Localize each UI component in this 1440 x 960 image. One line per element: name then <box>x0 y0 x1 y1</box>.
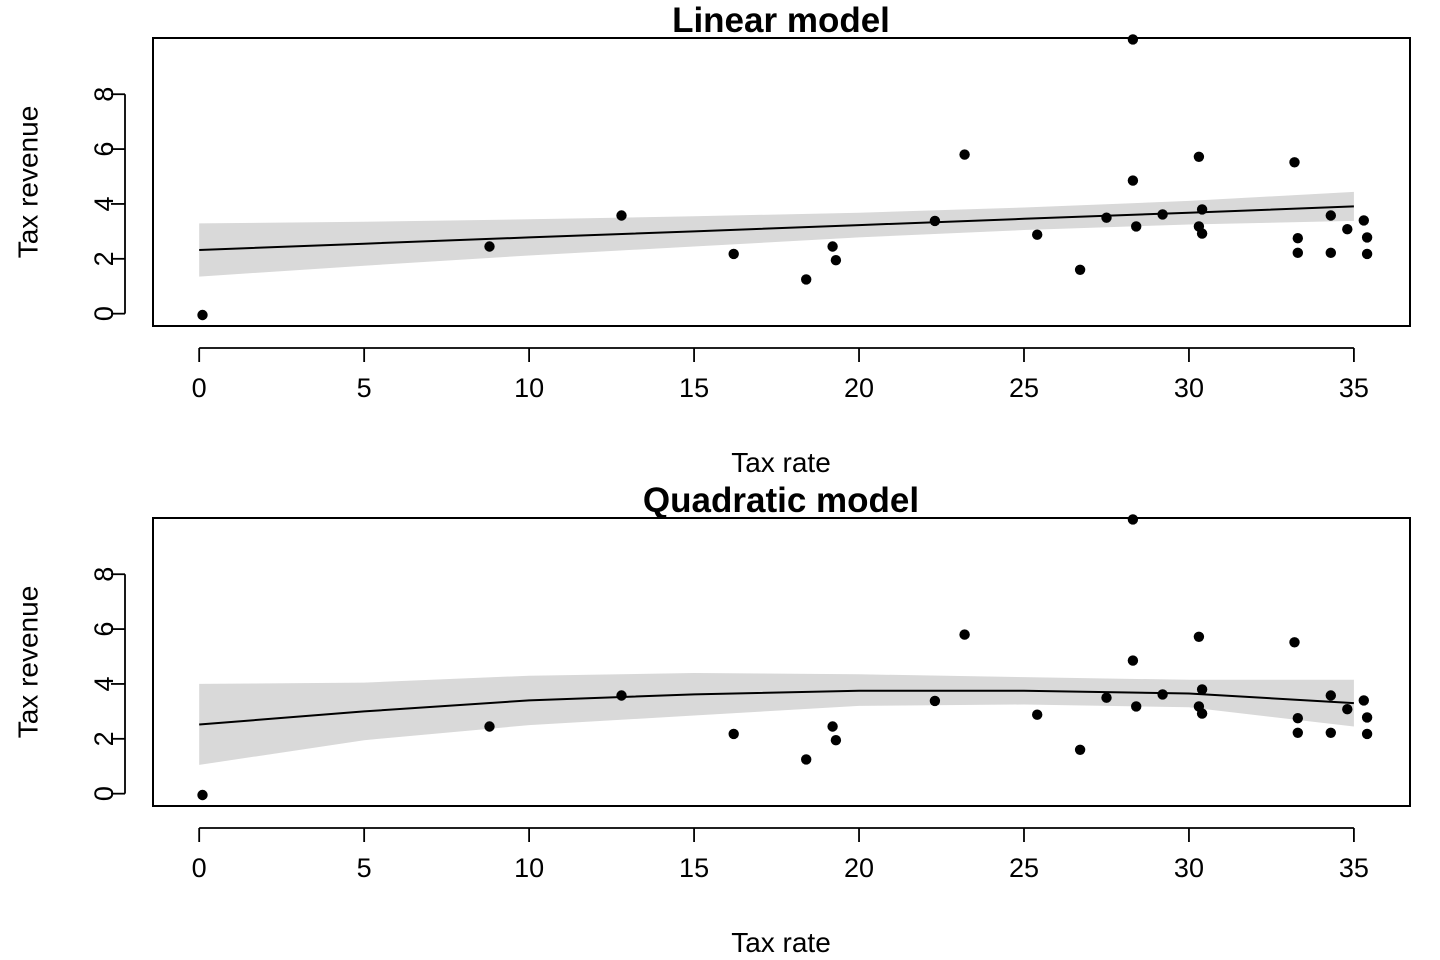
data-point <box>830 255 842 266</box>
data-point <box>929 695 941 707</box>
data-point <box>801 754 812 765</box>
data-point <box>484 721 495 732</box>
data-point <box>1361 232 1373 243</box>
data-point <box>1361 712 1373 723</box>
data-point <box>1196 204 1208 215</box>
chart-title: Quadratic model <box>643 481 919 520</box>
data-point <box>1361 248 1373 260</box>
data-point <box>1127 655 1139 666</box>
x-tick-label: 20 <box>844 373 874 403</box>
x-tick-label: 20 <box>844 853 874 883</box>
data-point <box>1289 637 1300 648</box>
data-point <box>1342 704 1353 715</box>
x-tick-label: 35 <box>1339 373 1369 403</box>
plot-frame <box>152 37 1411 327</box>
y-tick-label: 0 <box>89 786 119 801</box>
y-tick-label: 8 <box>89 87 119 102</box>
data-point <box>197 309 208 321</box>
data-point <box>1157 689 1168 700</box>
data-point <box>1032 709 1043 720</box>
data-point <box>1032 229 1043 240</box>
data-point <box>1292 247 1304 258</box>
data-point <box>1358 695 1370 706</box>
y-tick-label: 4 <box>89 196 119 211</box>
data-point <box>728 728 739 740</box>
y-tick-label: 6 <box>89 622 119 637</box>
x-tick-label: 15 <box>679 853 709 883</box>
data-point <box>728 248 739 260</box>
data-point <box>616 690 627 701</box>
data-point <box>801 274 812 285</box>
data-point <box>1325 247 1337 258</box>
data-point <box>830 735 842 746</box>
x-tick-label: 15 <box>679 373 709 403</box>
x-tick-label: 10 <box>514 853 544 883</box>
data-point <box>1196 708 1208 719</box>
x-tick-label: 35 <box>1339 853 1369 883</box>
panel-linear: 0 5 10 15 20 25 30 35 0 2 4 6 8 Linear model Tax rate T… <box>12 1 1411 478</box>
data-point <box>484 241 495 252</box>
data-point <box>1074 744 1086 755</box>
x-tick-label: 25 <box>1009 373 1039 403</box>
data-point <box>1325 210 1337 221</box>
data-point <box>1325 727 1337 738</box>
data-point <box>1342 224 1353 235</box>
x-tick-label: 0 <box>192 853 207 883</box>
data-point <box>1131 701 1142 712</box>
data-point <box>1127 514 1139 525</box>
data-point <box>1101 692 1112 703</box>
data-point <box>1101 212 1112 223</box>
data-point <box>1193 151 1205 162</box>
x-tick-label: 30 <box>1174 853 1204 883</box>
data-point <box>1358 215 1370 226</box>
data-point <box>1325 690 1337 701</box>
x-tick-label: 25 <box>1009 853 1039 883</box>
y-tick-label: 0 <box>89 306 119 321</box>
x-tick-label: 5 <box>357 853 372 883</box>
x-axis-label: Tax rate <box>731 927 831 958</box>
data-point <box>827 241 838 252</box>
y-axis-label: Tax revenue <box>12 586 43 739</box>
x-axis-label: Tax rate <box>731 447 831 478</box>
data-point <box>1193 631 1205 642</box>
data-point <box>1361 728 1373 740</box>
data-point <box>1292 713 1304 724</box>
y-tick-label: 2 <box>89 251 119 266</box>
data-point <box>959 629 970 640</box>
x-tick-label: 30 <box>1174 373 1204 403</box>
panel-quadratic: 0 5 10 15 20 25 30 35 0 2 4 6 8 Quadratic model Tax ra… <box>12 481 1411 958</box>
chart-title: Linear model <box>672 1 890 40</box>
x-tick-label: 5 <box>357 373 372 403</box>
confidence-band <box>199 191 1354 277</box>
confidence-band <box>199 673 1354 765</box>
data-point <box>1289 157 1300 168</box>
data-point <box>1127 34 1139 45</box>
data-point <box>1196 228 1208 239</box>
y-tick-label: 8 <box>89 567 119 582</box>
data-point <box>1131 221 1142 232</box>
x-tick-label: 0 <box>192 373 207 403</box>
data-point <box>1127 175 1139 186</box>
data-point <box>1074 264 1086 275</box>
data-point <box>929 215 941 227</box>
y-tick-label: 4 <box>89 676 119 691</box>
data-point <box>959 149 970 160</box>
plot-frame <box>152 517 1411 807</box>
data-point <box>1292 727 1304 738</box>
data-point <box>616 210 627 221</box>
data-point <box>827 721 838 732</box>
x-tick-label: 10 <box>514 373 544 403</box>
y-tick-label: 2 <box>89 731 119 746</box>
data-point <box>1292 233 1304 244</box>
data-point <box>197 789 208 801</box>
y-axis-label: Tax revenue <box>12 106 43 259</box>
y-tick-label: 6 <box>89 142 119 157</box>
data-point <box>1157 209 1168 220</box>
data-point <box>1196 684 1208 695</box>
